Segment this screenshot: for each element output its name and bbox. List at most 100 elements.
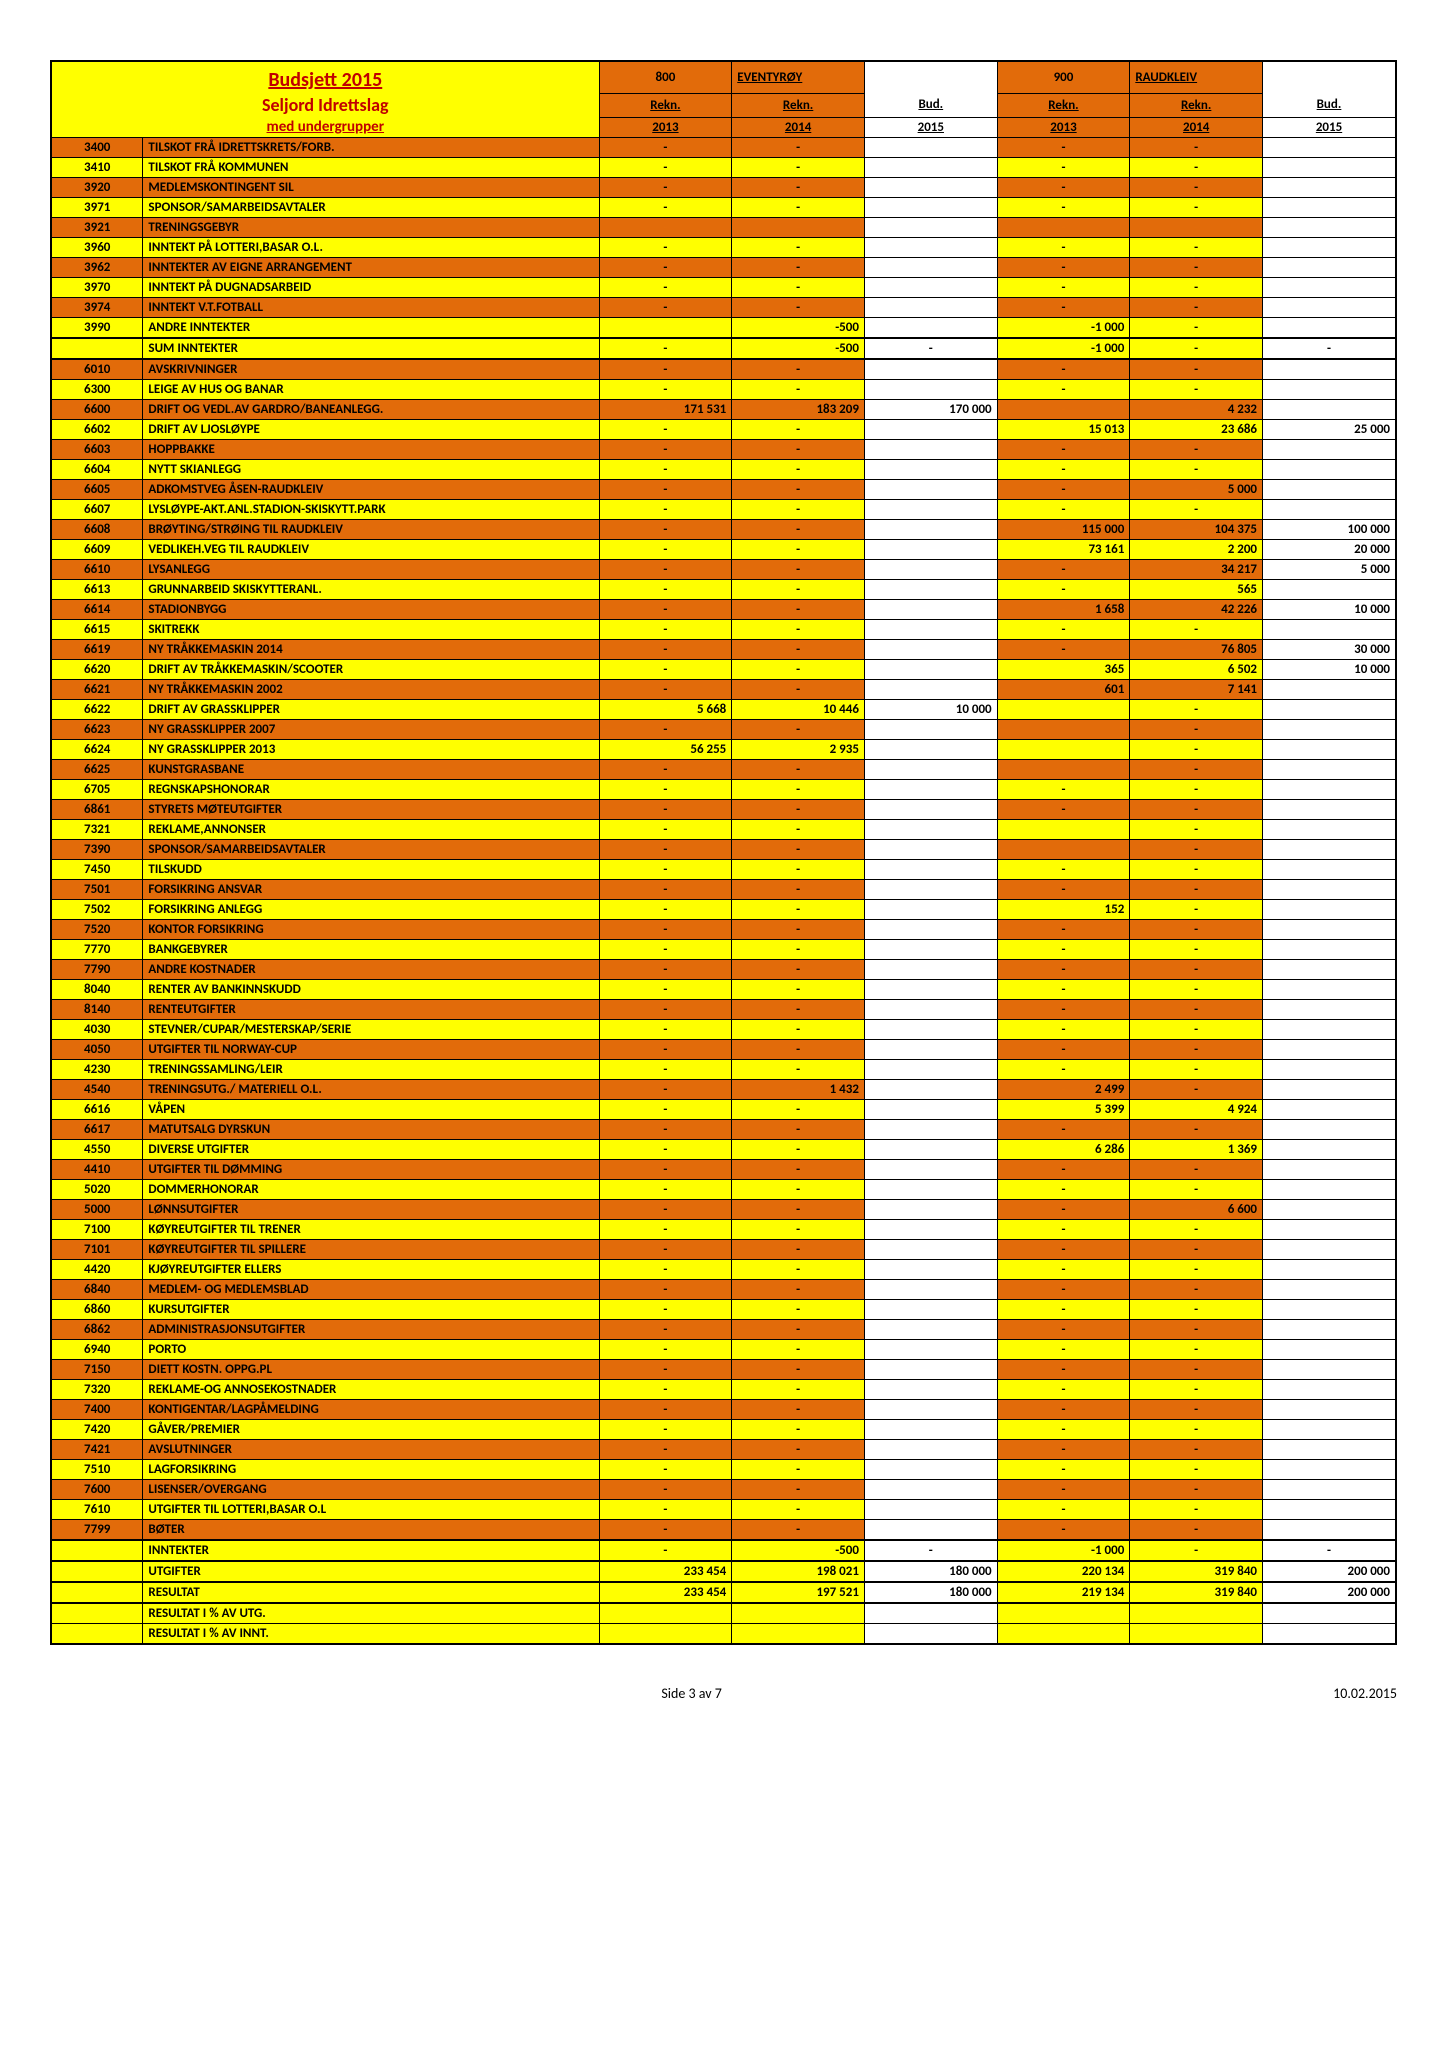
cell: - [599, 1020, 732, 1040]
cell: - [732, 460, 865, 480]
cell: - [997, 440, 1130, 460]
row-description: TILSKOT FRÅ KOMMUNEN [143, 158, 599, 178]
cell: - [599, 238, 732, 258]
table-row: 8040RENTER AV BANKINNSKUDD---- [51, 980, 1396, 1000]
cell: 601 [997, 680, 1130, 700]
cell [1263, 138, 1396, 158]
cell [1263, 218, 1396, 238]
row-code: 6622 [51, 700, 143, 720]
cell [1263, 1400, 1396, 1420]
row-description: BANKGEBYRER [143, 940, 599, 960]
cell: - [599, 760, 732, 780]
row-description: TILSKOT FRÅ IDRETTSKRETS/FORB. [143, 138, 599, 158]
cell: - [997, 258, 1130, 278]
cell: - [599, 1460, 732, 1480]
cell: 5 668 [599, 700, 732, 720]
cell: - [599, 258, 732, 278]
row-code: 5020 [51, 1180, 143, 1200]
row-description: STADIONBYGG [143, 600, 599, 620]
cell [864, 480, 997, 500]
cell: - [997, 1200, 1130, 1220]
cell: - [732, 198, 865, 218]
row-code: 6608 [51, 520, 143, 540]
cell: - [732, 660, 865, 680]
cell: - [599, 138, 732, 158]
cell: - [599, 380, 732, 400]
cell: - [1130, 1480, 1263, 1500]
cell [864, 1280, 997, 1300]
cell: - [599, 1000, 732, 1020]
cell: - [599, 1320, 732, 1340]
cell [864, 1520, 997, 1541]
cell: - [997, 1500, 1130, 1520]
cell: - [599, 720, 732, 740]
cell: - [1130, 1260, 1263, 1280]
cell: - [997, 380, 1130, 400]
row-description: ANDRE KOSTNADER [143, 960, 599, 980]
cell: - [1130, 1500, 1263, 1520]
cell: - [732, 440, 865, 460]
cell [1263, 238, 1396, 258]
header-row-2: Seljord Idrettslag Rekn. Rekn. Bud. Rekn… [51, 93, 1396, 117]
cell: - [732, 420, 865, 440]
cell: - [599, 460, 732, 480]
cell: 10 000 [864, 700, 997, 720]
cell: - [599, 1300, 732, 1320]
row-description: NY GRASSKLIPPER 2013 [143, 740, 599, 760]
cell: - [997, 359, 1130, 380]
cell [1263, 880, 1396, 900]
cell: - [599, 1380, 732, 1400]
cell [997, 740, 1130, 760]
table-row: 6622DRIFT AV GRASSKLIPPER5 66810 44610 0… [51, 700, 1396, 720]
cell: - [599, 1280, 732, 1300]
table-row: RESULTAT233 454197 521180 000219 134319 … [51, 1582, 1396, 1603]
table-row: 6610LYSANLEGG---34 2175 000 [51, 560, 1396, 580]
cell [1263, 920, 1396, 940]
cell: - [599, 278, 732, 298]
cell: - [732, 1100, 865, 1120]
cell: - [997, 500, 1130, 520]
row-code: 7100 [51, 1220, 143, 1240]
cell: - [599, 920, 732, 940]
cell: - [732, 1220, 865, 1240]
cell: - [732, 1480, 865, 1500]
cell: - [732, 800, 865, 820]
cell: - [1130, 1540, 1263, 1561]
cell [1263, 1180, 1396, 1200]
cell: - [997, 1240, 1130, 1260]
row-code: 4420 [51, 1260, 143, 1280]
cell: - [1130, 920, 1263, 940]
cell [1263, 1280, 1396, 1300]
cell: - [997, 198, 1130, 218]
row-description: TRENINGSSAMLING/LEIR [143, 1060, 599, 1080]
cell: - [997, 138, 1130, 158]
cell [997, 720, 1130, 740]
table-row: 6604NYTT SKIANLEGG---- [51, 460, 1396, 480]
cell [864, 1320, 997, 1340]
cell: 4 232 [1130, 400, 1263, 420]
cell: - [599, 640, 732, 660]
row-description: TILSKUDD [143, 860, 599, 880]
cell [1263, 1020, 1396, 1040]
row-code: 6624 [51, 740, 143, 760]
cell: 170 000 [864, 400, 997, 420]
cell: - [599, 1040, 732, 1060]
table-row: 4030STEVNER/CUPAR/MESTERSKAP/SERIE---- [51, 1020, 1396, 1040]
row-description: RENTEUTGIFTER [143, 1000, 599, 1020]
cell: 183 209 [732, 400, 865, 420]
cell: 2 935 [732, 740, 865, 760]
cell [1263, 760, 1396, 780]
cell: - [1130, 840, 1263, 860]
cell [1263, 400, 1396, 420]
table-row: 7510LAGFORSIKRING---- [51, 1460, 1396, 1480]
row-description: VEDLIKEH.VEG TIL RAUDKLEIV [143, 540, 599, 560]
row-description: KØYREUTGIFTER TIL TRENER [143, 1220, 599, 1240]
row-code [51, 1603, 143, 1624]
cell: - [599, 900, 732, 920]
row-code: 6620 [51, 660, 143, 680]
cell: 5 399 [997, 1100, 1130, 1120]
cell: - [997, 1020, 1130, 1040]
cell: 152 [997, 900, 1130, 920]
row-code: 7502 [51, 900, 143, 920]
cell: - [1130, 700, 1263, 720]
